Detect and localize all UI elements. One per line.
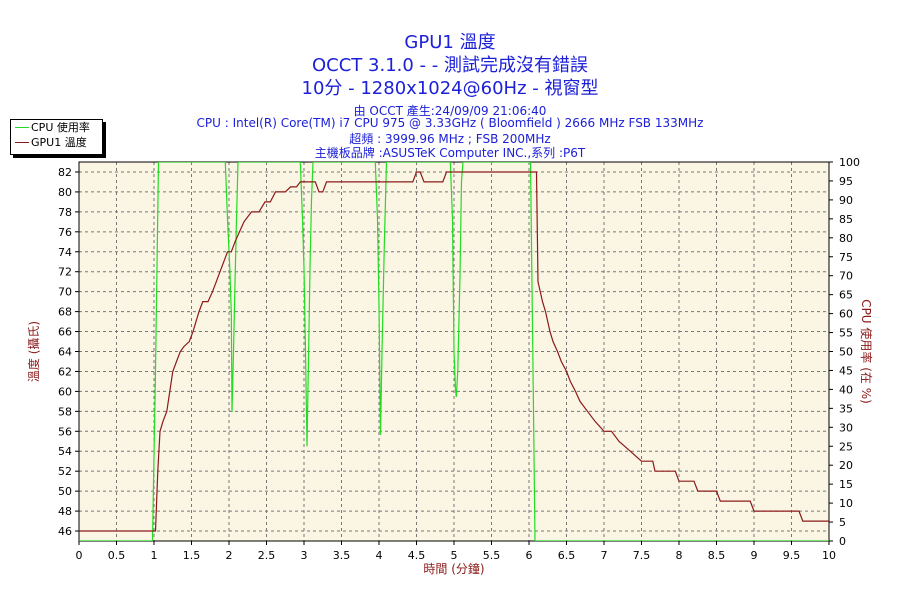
x-tick-label: 2.5 — [258, 549, 276, 562]
y-right-tick-label: 5 — [839, 516, 846, 529]
y-left-tick-label: 52 — [58, 465, 72, 478]
y-left-tick-label: 70 — [58, 286, 72, 299]
y-left-tick-label: 60 — [58, 385, 72, 398]
x-tick-label: 5.5 — [483, 549, 501, 562]
y-left-tick-label: 58 — [58, 405, 72, 418]
x-tick-label: 2 — [226, 549, 233, 562]
info-motherboard: 主機板品牌 :ASUSTeK Computer INC.,系列 :P6T — [314, 146, 586, 160]
x-tick-label: 10 — [822, 549, 836, 562]
x-tick-label: 6 — [526, 549, 533, 562]
y-right-tick-label: 95 — [839, 175, 853, 188]
y-left-tick-label: 56 — [58, 425, 72, 438]
plot-border — [78, 161, 830, 542]
legend-label-gpu: GPU1 溫度 — [31, 136, 87, 149]
x-tick-label: 8 — [676, 549, 683, 562]
y-left-tick-label: 78 — [58, 206, 72, 219]
y-right-tick-label: 55 — [839, 327, 853, 340]
y-left-tick-label: 54 — [58, 445, 72, 458]
x-tick-label: 0.5 — [108, 549, 126, 562]
x-tick-label: 6.5 — [558, 549, 576, 562]
x-tick-label: 7 — [601, 549, 608, 562]
y-left-tick-label: 64 — [58, 346, 72, 359]
x-tick-label: 7.5 — [633, 549, 651, 562]
y-right-axis-label: CPU 使用率 (在 %) — [859, 299, 874, 404]
y-left-tick-label: 48 — [58, 505, 72, 518]
y-right-tick-label: 0 — [839, 535, 846, 548]
y-left-tick-label: 66 — [58, 326, 72, 339]
series-line-cpu-usage — [79, 162, 829, 541]
chart-settings: 10分 - 1280x1024@60Hz - 視窗型 — [301, 78, 599, 99]
y-left-tick-label: 80 — [58, 186, 72, 199]
y-left-axis-label: 溫度 (攝氏) — [26, 321, 41, 382]
y-left-tick-label: 76 — [58, 226, 72, 239]
y-right-tick-label: 100 — [839, 156, 860, 169]
legend: CPU 使用率 GPU1 溫度 — [10, 119, 103, 155]
x-tick-label: 4.5 — [408, 549, 426, 562]
y-left-tick-label: 46 — [58, 525, 72, 538]
y-left-tick-label: 62 — [58, 365, 72, 378]
chart-title: GPU1 溫度 — [404, 32, 496, 53]
x-tick-label: 4 — [376, 549, 383, 562]
y-right-tick-label: 50 — [839, 346, 853, 359]
y-right-tick-label: 45 — [839, 364, 853, 377]
legend-item-gpu: GPU1 溫度 — [11, 135, 102, 150]
y-left-tick-label: 74 — [58, 246, 72, 259]
x-axis-label: 時間 (分鐘) — [423, 561, 484, 576]
y-left-tick-label: 68 — [58, 306, 72, 319]
x-tick-label: 0 — [76, 549, 83, 562]
y-right-tick-label: 80 — [839, 232, 853, 245]
y-left-tick-label: 82 — [58, 166, 72, 179]
chart-subtitle: OCCT 3.1.0 - - 測試完成沒有錯誤 — [312, 55, 588, 76]
x-tick-label: 3 — [301, 549, 308, 562]
y-right-tick-label: 90 — [839, 194, 853, 207]
y-right-tick-label: 25 — [839, 440, 853, 453]
y-right-tick-label: 40 — [839, 383, 853, 396]
y-right-tick-label: 75 — [839, 251, 853, 264]
info-generated: 由 OCCT 產生:24/09/09 21:06:40 — [353, 104, 547, 118]
x-tick-label: 5 — [451, 549, 458, 562]
x-tick-label: 1 — [151, 549, 158, 562]
y-right-tick-label: 65 — [839, 289, 853, 302]
legend-label-cpu: CPU 使用率 — [31, 121, 90, 134]
x-tick-label: 1.5 — [183, 549, 201, 562]
info-overclock: 超頻 : 3999.96 MHz ; FSB 200MHz — [349, 132, 551, 146]
y-right-tick-label: 60 — [839, 308, 853, 321]
y-right-tick-label: 70 — [839, 270, 853, 283]
y-right-tick-label: 85 — [839, 213, 853, 226]
legend-swatch-cpu — [15, 127, 29, 128]
y-right-tick-label: 10 — [839, 497, 853, 510]
y-right-tick-label: 15 — [839, 478, 853, 491]
y-left-tick-label: 50 — [58, 485, 72, 498]
x-tick-label: 8.5 — [708, 549, 726, 562]
y-left-tick-label: 72 — [58, 266, 72, 279]
y-right-tick-label: 35 — [839, 402, 853, 415]
x-tick-label: 3.5 — [333, 549, 351, 562]
x-tick-label: 9.5 — [783, 549, 801, 562]
x-tick-label: 9 — [751, 549, 758, 562]
series-line-gpu-temp — [79, 171, 829, 532]
y-right-tick-label: 30 — [839, 421, 853, 434]
y-right-tick-label: 20 — [839, 459, 853, 472]
legend-swatch-gpu — [15, 142, 29, 143]
legend-item-cpu: CPU 使用率 — [11, 120, 102, 135]
info-cpu: CPU : Intel(R) Core(TM) i7 CPU 975 @ 3.3… — [196, 116, 704, 130]
